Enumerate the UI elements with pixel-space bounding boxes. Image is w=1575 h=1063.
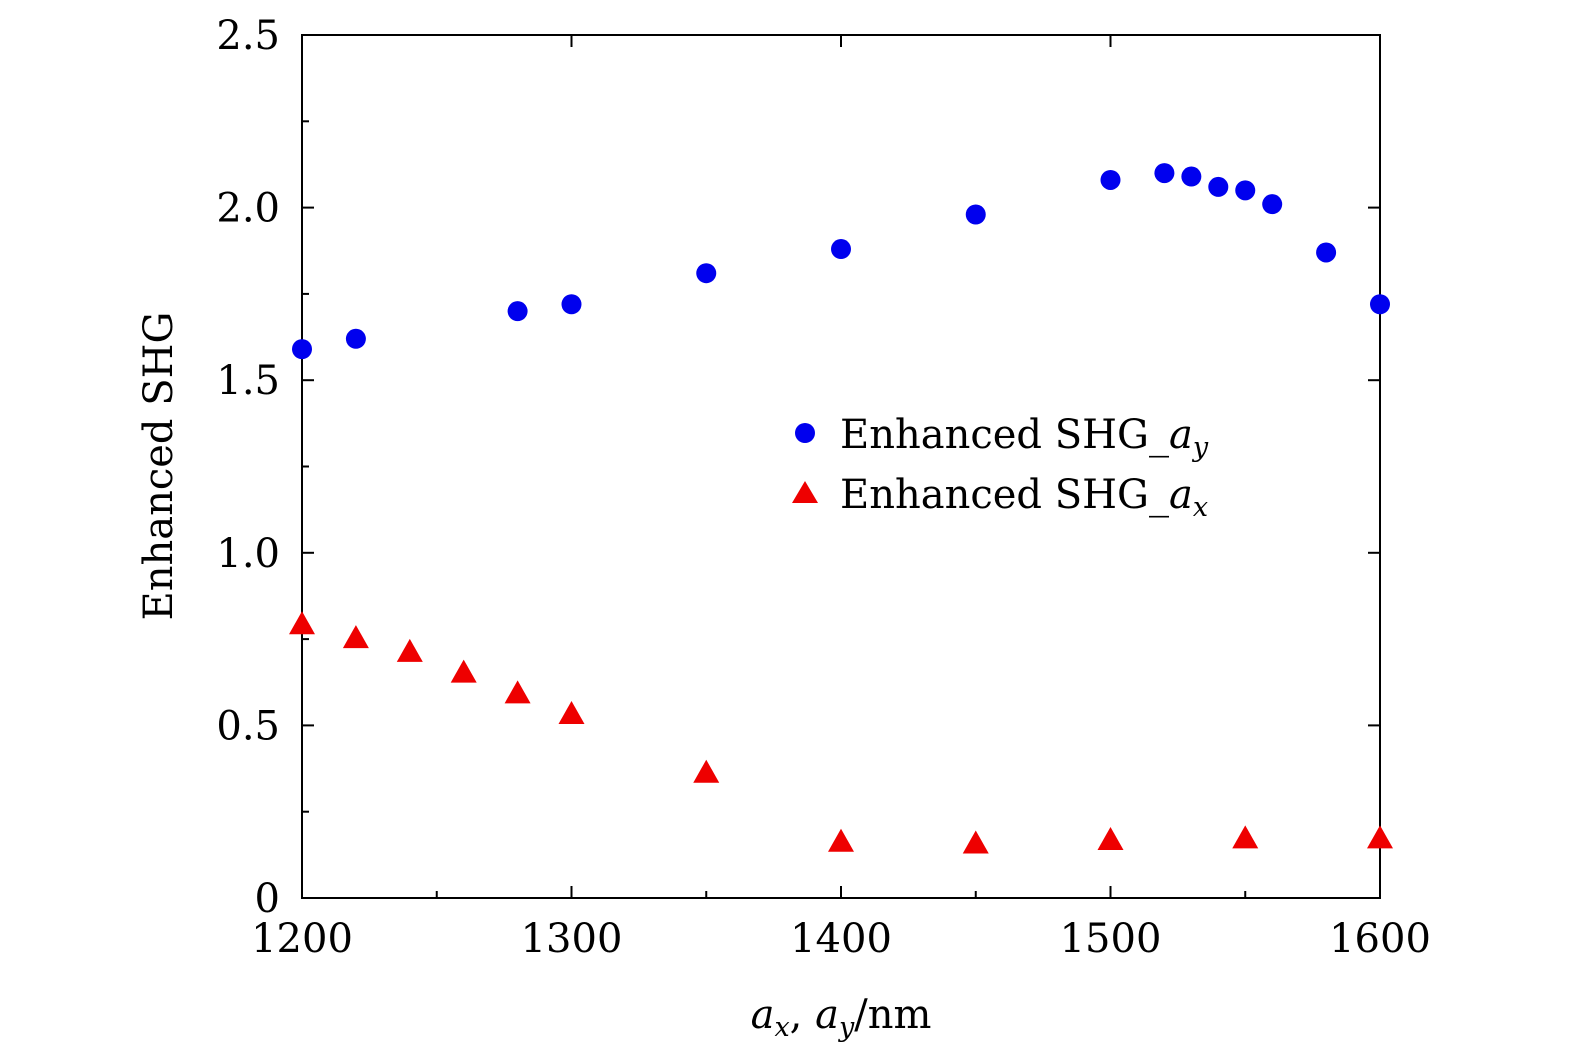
x-axis-sub-1: x	[774, 1012, 789, 1043]
legend-ay-var: a	[1169, 412, 1193, 458]
y-axis-title: Enhanced SHG	[136, 312, 182, 621]
x-tick-label: 1200	[251, 916, 353, 962]
point-ay	[831, 239, 851, 260]
point-ax	[1367, 825, 1393, 849]
point-ay	[1154, 163, 1175, 184]
x-tick-label: 1600	[1329, 916, 1431, 962]
legend-ax-var: a	[1169, 472, 1193, 518]
legend-label-ay: Enhanced SHG_ay	[840, 412, 1209, 463]
legend-ax-prefix: Enhanced SHG_	[840, 472, 1169, 518]
point-ax	[558, 701, 585, 725]
x-axis-separator: ,	[790, 992, 815, 1038]
axis-tick-labels: 1200 1300 1400 1500 1600 0 0.5 1.0 1.5 2.0 2.5	[216, 13, 1431, 962]
x-tick-label: 1300	[521, 916, 623, 962]
point-ax	[342, 625, 369, 649]
x-axis-var-1: a	[751, 992, 775, 1038]
y-tick-label: 0.5	[216, 703, 280, 749]
point-ay	[1316, 242, 1337, 263]
x-axis-unit: /nm	[854, 992, 931, 1038]
x-axis-sub-2: y	[838, 1012, 855, 1043]
y-tick-label: 1.5	[216, 358, 280, 404]
point-ay	[561, 294, 582, 315]
legend-ax-sub: x	[1193, 492, 1208, 523]
point-ax	[828, 828, 854, 852]
axis-ticks	[301, 34, 1381, 899]
x-axis-title: ax, ay/nm	[751, 992, 932, 1043]
point-ay	[507, 301, 528, 322]
point-ax	[504, 680, 531, 704]
data-points	[289, 163, 1393, 854]
plot-frame	[301, 34, 1381, 899]
x-axis-var-2: a	[815, 992, 839, 1038]
point-ax	[962, 830, 989, 854]
point-ax	[1097, 827, 1124, 851]
y-tick-label: 1.0	[216, 531, 280, 577]
point-ay	[1100, 169, 1121, 190]
point-ay	[1208, 176, 1229, 197]
y-tick-label: 2.5	[216, 13, 280, 59]
point-ax	[396, 638, 423, 662]
y-tick-label: 2.0	[216, 186, 280, 232]
point-ay	[696, 263, 717, 284]
point-ay	[965, 204, 986, 225]
y-tick-label: 0	[255, 876, 280, 922]
point-ax	[289, 611, 315, 635]
x-tick-label: 1400	[790, 916, 892, 962]
legend-ay-prefix: Enhanced SHG_	[840, 412, 1169, 458]
point-ay	[292, 339, 312, 360]
point-ax	[450, 659, 477, 683]
legend: Enhanced SHG_ay Enhanced SHG_ax	[792, 412, 1209, 523]
point-ay	[1370, 294, 1390, 315]
x-tick-label: 1500	[1060, 916, 1162, 962]
legend-ay-sub: y	[1192, 432, 1209, 463]
point-ay	[1262, 194, 1283, 215]
legend-marker-circle	[795, 423, 815, 443]
point-ay	[345, 328, 366, 349]
legend-label-ax: Enhanced SHG_ax	[840, 472, 1208, 523]
point-ax	[693, 759, 720, 783]
point-ay	[1235, 180, 1256, 201]
legend-marker-triangle	[792, 481, 818, 503]
point-ay	[1181, 166, 1202, 187]
point-ax	[1232, 825, 1259, 849]
